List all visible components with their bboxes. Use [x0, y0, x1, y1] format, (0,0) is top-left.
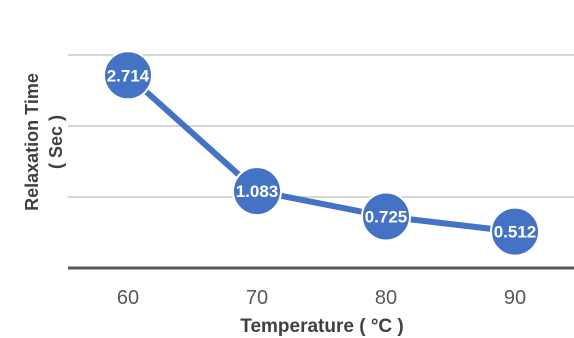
- data-label: 1.083: [236, 182, 279, 201]
- x-tick-label: 90: [504, 287, 526, 309]
- data-label: 0.512: [494, 223, 537, 242]
- x-axis-title: Temperature ( °C ): [240, 316, 404, 337]
- x-tick-label: 60: [117, 287, 139, 309]
- series-line: [125, 72, 518, 235]
- data-labels: 2.714 1.083 0.725 0.512: [107, 66, 537, 241]
- y-axis-title: Relaxation Time ( Sec ): [22, 73, 66, 211]
- y-axis-title-line-1: Relaxation Time: [22, 73, 42, 211]
- data-point-marker: [103, 50, 153, 101]
- x-tick-label: 70: [246, 287, 268, 309]
- data-label: 0.725: [365, 208, 408, 227]
- data-label: 2.714: [107, 66, 150, 85]
- gridlines: [68, 54, 574, 198]
- data-point-marker: [490, 206, 540, 257]
- data-point-marker: [232, 166, 282, 217]
- x-tick-label: 80: [375, 287, 397, 309]
- y-axis-title-line-2: ( Sec ): [46, 115, 66, 169]
- data-markers: [103, 50, 540, 257]
- data-point-marker: [361, 191, 411, 242]
- x-tick-labels: 60 70 80 90: [117, 287, 526, 309]
